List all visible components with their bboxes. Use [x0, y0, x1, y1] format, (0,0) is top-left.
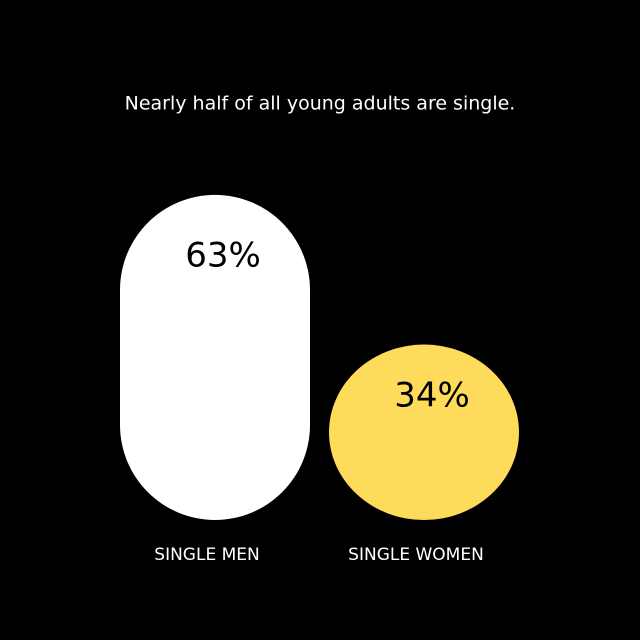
category-label: SINGLE WOMEN: [348, 545, 484, 565]
value-label: 63%: [185, 235, 261, 275]
value-label: 34%: [394, 376, 470, 416]
category-label: SINGLE MEN: [154, 545, 259, 565]
bar: [120, 194, 310, 521]
chart-title: Nearly half of all young adults are sing…: [125, 93, 516, 115]
bar: [329, 344, 519, 520]
